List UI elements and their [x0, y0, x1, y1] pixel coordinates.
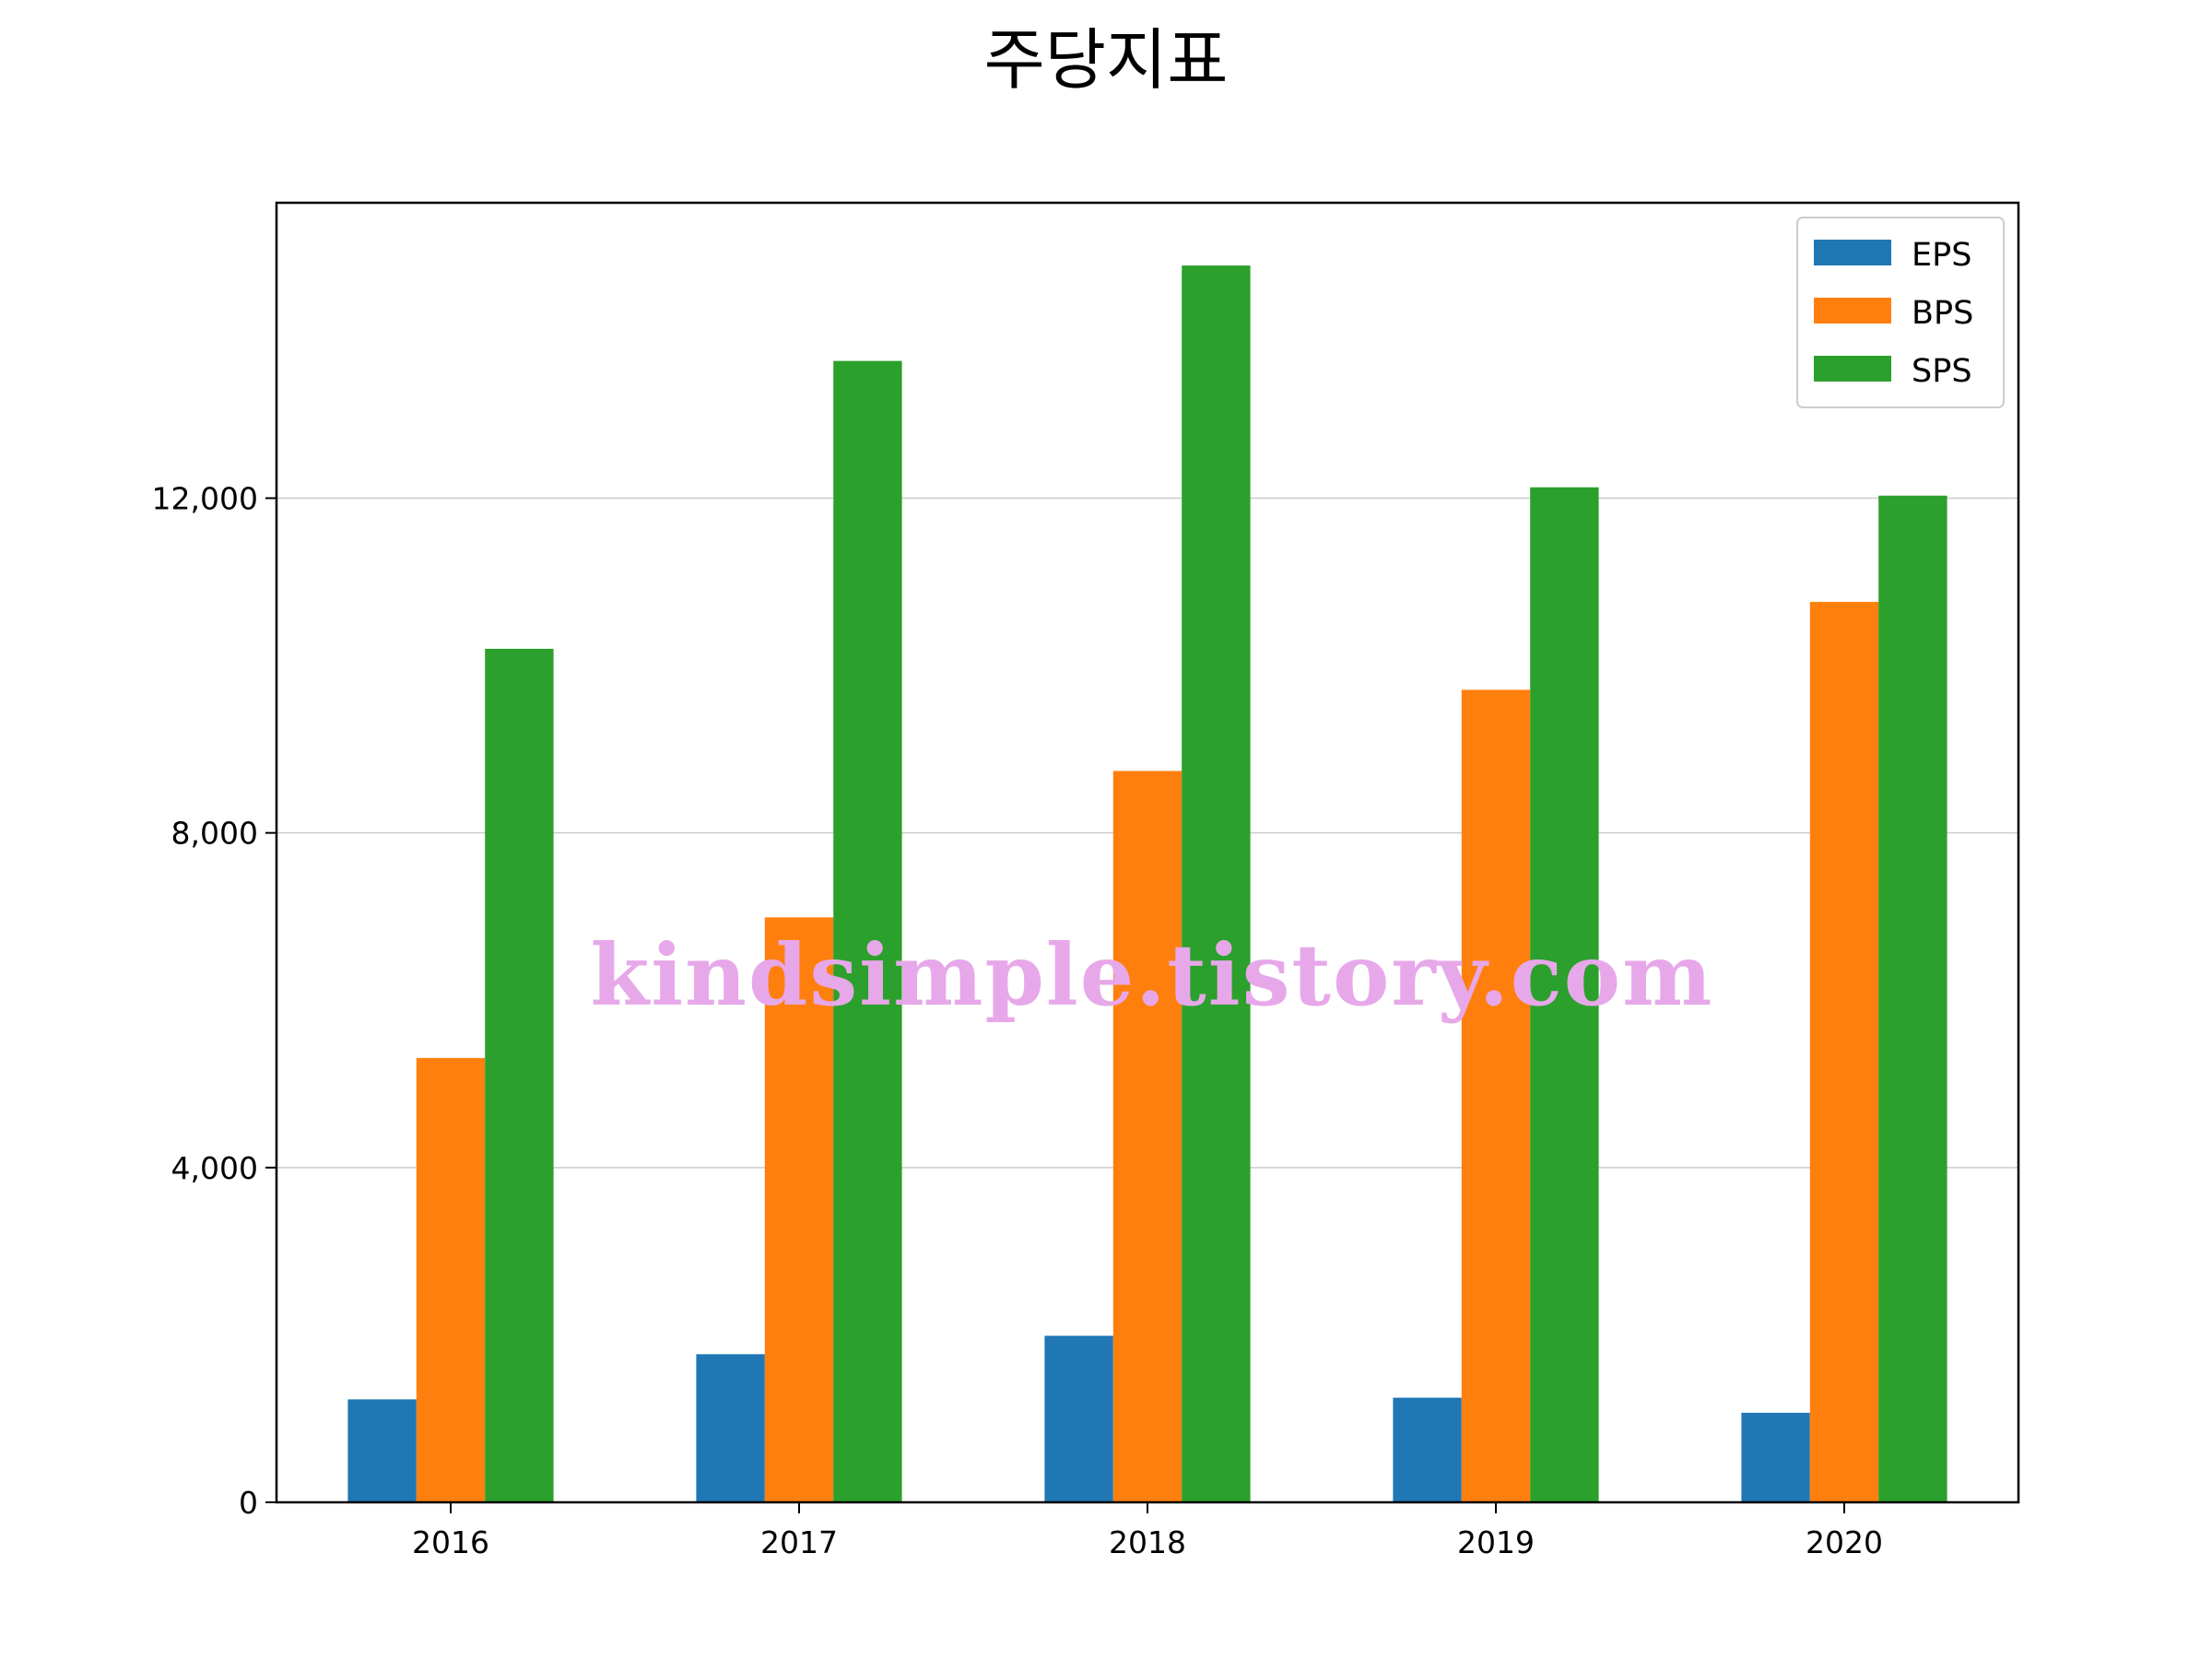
- bar-bps-2020: [1809, 602, 1879, 1502]
- x-tick-label: 2020: [1806, 1524, 1883, 1560]
- bar-bps-2017: [764, 917, 834, 1502]
- y-tick-label: 4,000: [171, 1150, 258, 1186]
- legend-label-eps: EPS: [1912, 237, 1971, 274]
- axes: 0 4,000 8,000 12,000 2016 2017 2018 2019 2020: [152, 480, 1883, 1560]
- y-tick-label: 12,000: [152, 480, 258, 516]
- legend-label-sps: SPS: [1912, 353, 1972, 390]
- bar-sps-2019: [1530, 487, 1599, 1502]
- legend-swatch-sps: [1814, 356, 1891, 382]
- y-tick-label: 0: [239, 1485, 258, 1521]
- bar-sps-2020: [1878, 495, 1947, 1503]
- legend-swatch-bps: [1814, 298, 1891, 324]
- x-tick-label: 2019: [1457, 1524, 1535, 1560]
- bars: [347, 265, 1947, 1503]
- chart-title: 주당지표: [984, 21, 1229, 99]
- y-tick-label: 8,000: [171, 816, 258, 852]
- bar-sps-2017: [833, 360, 902, 1502]
- x-tick-label: 2018: [1109, 1524, 1186, 1560]
- bar-eps-2018: [1044, 1335, 1113, 1502]
- bar-sps-2016: [485, 648, 554, 1502]
- bar-eps-2019: [1393, 1397, 1462, 1502]
- x-tick-label: 2017: [760, 1524, 838, 1560]
- legend-label-bps: BPS: [1912, 295, 1973, 332]
- bar-eps-2017: [696, 1354, 765, 1502]
- legend: EPS BPS SPS: [1796, 217, 2005, 408]
- bar-bps-2016: [416, 1057, 486, 1502]
- bar-eps-2016: [347, 1399, 417, 1502]
- bar-bps-2019: [1461, 689, 1531, 1502]
- bar-eps-2020: [1741, 1412, 1810, 1502]
- x-tick-label: 2016: [412, 1524, 489, 1560]
- watermark-text: kindsimple.tistory.com: [590, 925, 1713, 1025]
- legend-swatch-eps: [1814, 240, 1891, 265]
- bar-bps-2018: [1112, 771, 1182, 1502]
- bar-sps-2018: [1182, 265, 1251, 1503]
